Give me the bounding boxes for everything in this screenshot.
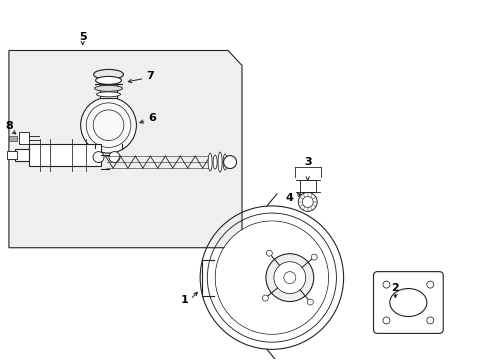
Ellipse shape xyxy=(208,153,212,171)
FancyBboxPatch shape xyxy=(373,272,442,333)
Circle shape xyxy=(265,254,313,302)
Circle shape xyxy=(109,152,120,163)
Bar xyxy=(100,84,117,98)
Text: 8: 8 xyxy=(5,121,13,131)
Bar xyxy=(299,180,315,193)
Circle shape xyxy=(283,272,295,284)
Circle shape xyxy=(273,262,305,293)
Polygon shape xyxy=(9,50,242,248)
Ellipse shape xyxy=(96,92,120,97)
Text: 7: 7 xyxy=(146,71,154,81)
Ellipse shape xyxy=(223,154,226,170)
Text: 1: 1 xyxy=(180,294,188,305)
Circle shape xyxy=(216,222,327,334)
Bar xyxy=(15,149,29,161)
Circle shape xyxy=(311,254,317,260)
Circle shape xyxy=(382,281,389,288)
Circle shape xyxy=(223,156,236,168)
Circle shape xyxy=(302,197,313,207)
Text: 2: 2 xyxy=(391,283,399,293)
Text: 3: 3 xyxy=(304,157,311,167)
Ellipse shape xyxy=(95,76,121,84)
Circle shape xyxy=(298,193,317,211)
Circle shape xyxy=(382,317,389,324)
Bar xyxy=(29,144,101,166)
Circle shape xyxy=(93,152,104,163)
Circle shape xyxy=(306,299,313,305)
Ellipse shape xyxy=(389,288,426,316)
Circle shape xyxy=(262,295,268,301)
Text: 4: 4 xyxy=(285,193,293,203)
Bar xyxy=(19,132,29,144)
Ellipse shape xyxy=(213,155,217,169)
Bar xyxy=(9,136,17,141)
Ellipse shape xyxy=(218,152,222,172)
Text: 6: 6 xyxy=(148,113,156,123)
Text: 5: 5 xyxy=(79,32,86,41)
Circle shape xyxy=(81,97,136,153)
Bar xyxy=(7,151,17,159)
Ellipse shape xyxy=(94,85,122,91)
Ellipse shape xyxy=(93,69,123,80)
Circle shape xyxy=(426,317,433,324)
Circle shape xyxy=(426,281,433,288)
Circle shape xyxy=(266,250,272,256)
